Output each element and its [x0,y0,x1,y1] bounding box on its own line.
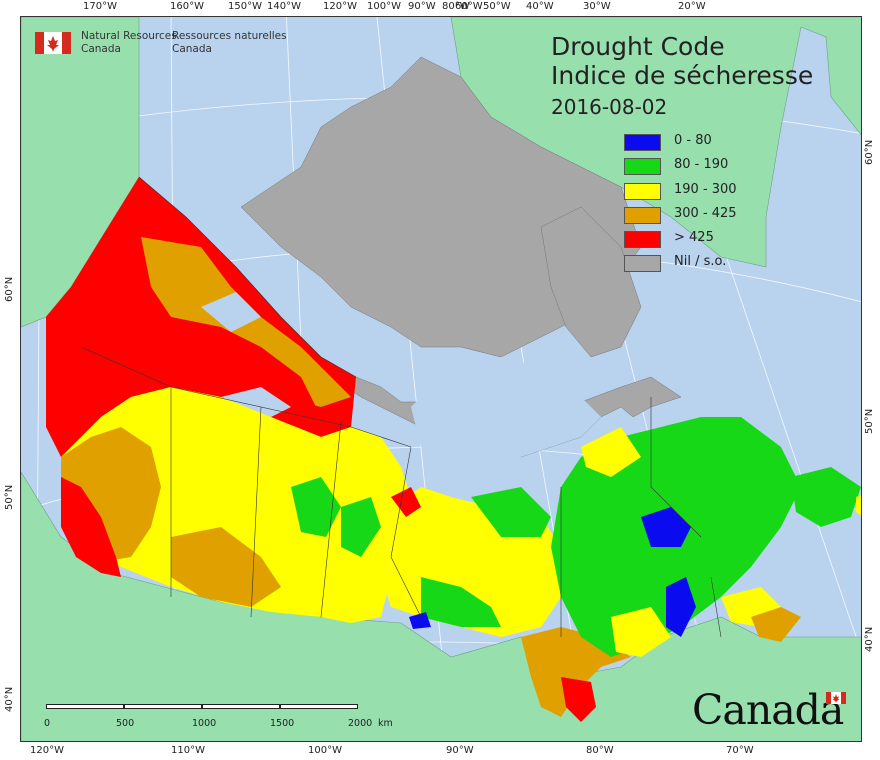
lat-label-left: 50°N [4,484,15,510]
scale-bar-tick-label: 0 [44,718,51,729]
lon-label-top: 120°W [323,1,357,12]
scale-bar-segment [280,704,358,709]
drought-class-300-425-prairies [171,527,281,607]
scale-bar-tick-label: 1000 [192,718,217,729]
drought-class-80-190-prairies [291,477,341,537]
agency-name-en-line2: Canada [81,43,121,55]
drought-class-425-plus-southern-ontario [561,677,596,722]
lon-label-top: 80°W [442,1,470,12]
title-line-fr: Indice de sécheresse [551,61,814,90]
drought-class-0-80-ontario-west [409,612,431,629]
lon-label-top: 40°W [526,1,554,12]
lon-label-top: 60°W [455,1,483,12]
lon-label-top: 30°W [583,1,611,12]
map-canvas [20,16,862,742]
drought-map-svg [21,17,861,741]
agency-name-fr: Ressources naturelles Canada [172,30,287,56]
lon-label-bottom: 100°W [308,745,342,756]
drought-class-425-plus-bc-coast [61,477,121,577]
canada-wordmark: Canada [692,686,846,734]
lat-label-left: 60°N [4,276,15,302]
legend-swatch [624,231,661,249]
lat-label-left: 40°N [4,686,15,712]
lon-label-top: 160°W [170,1,204,12]
drought-class-0-80-quebec-south [666,577,696,637]
lon-label-bottom: 70°W [726,745,754,756]
legend-swatch [624,255,661,273]
provincial-borders [80,176,722,638]
scale-bar-tick-label: 500 [116,718,135,729]
lat-label-right: 40°N [864,626,875,652]
agency-name-fr-line1: Ressources naturelles [172,30,287,42]
scale-bar-tick-label: 1500 [270,718,295,729]
scale-bar-segment [46,704,124,709]
scale-bar-tick-label: 2000 [348,718,373,729]
agency-name-fr-line2: Canada [172,43,212,55]
agency-name-en-line1: Natural Resources [81,30,177,42]
drought-class-190-300-southern-quebec [611,607,671,657]
baffin-island [540,206,642,358]
hudson-bay [411,357,601,467]
canada-wordmark-text: Canada [692,686,844,734]
scale-bar-segment [202,704,280,709]
lat-label-right: 60°N [864,139,875,165]
lon-label-bottom: 120°W [30,745,64,756]
map-title: Drought Code Indice de sécheresse 2016-0… [551,32,813,121]
lon-label-bottom: 90°W [446,745,474,756]
lon-label-top: 90°W [408,1,436,12]
scale-bar-unit: km [378,718,393,729]
lon-label-top: 100°W [367,1,401,12]
agency-name-en: Natural Resources Canada [81,30,177,56]
map-date: 2016-08-02 [551,95,668,119]
drought-class-190-300-labrador [581,427,641,477]
canada-flag-icon [35,32,71,54]
legend-swatch [624,206,661,224]
legend-label: 80 - 190 [674,157,729,173]
wordmark-flag-icon [826,692,846,704]
scale-bar-segment [124,704,202,709]
legend-label: 0 - 80 [674,133,712,148]
drought-class-0-80-quebec-central [641,507,691,547]
legend-swatch [624,158,661,176]
lon-label-bottom: 110°W [171,745,205,756]
great-bear-lake [201,292,261,332]
lon-label-top: 20°W [678,1,706,12]
drought-class-190-300-newfoundland-tip [856,495,861,516]
legend-swatch [624,134,661,151]
lon-label-top: 140°W [267,1,301,12]
legend-label: Nil / s.o. [674,254,727,270]
legend-swatch [624,182,661,200]
lat-label-right: 50°N [864,408,875,434]
drought-class-80-190-newfoundland [791,467,861,527]
title-line-en: Drought Code [551,32,725,61]
drought-class-80-190-ontario [421,577,501,627]
legend-label: 300 - 425 [674,205,737,221]
lon-label-bottom: 80°W [586,745,614,756]
legend-label: 190 - 300 [674,181,737,197]
legend-label: > 425 [674,230,714,246]
drought-class-80-190-james-bay [471,487,551,537]
drought-class-300-425-nova-scotia [751,607,801,642]
lon-label-top: 50°W [483,1,511,12]
scale-bar: 0 500 1000 1500 2000 km [44,704,393,729]
drought-class-425-plus-ontario-patch [391,487,421,517]
lon-label-top: 170°W [83,1,117,12]
lon-label-top: 150°W [228,1,262,12]
drought-class-80-190-manitoba [341,497,381,557]
